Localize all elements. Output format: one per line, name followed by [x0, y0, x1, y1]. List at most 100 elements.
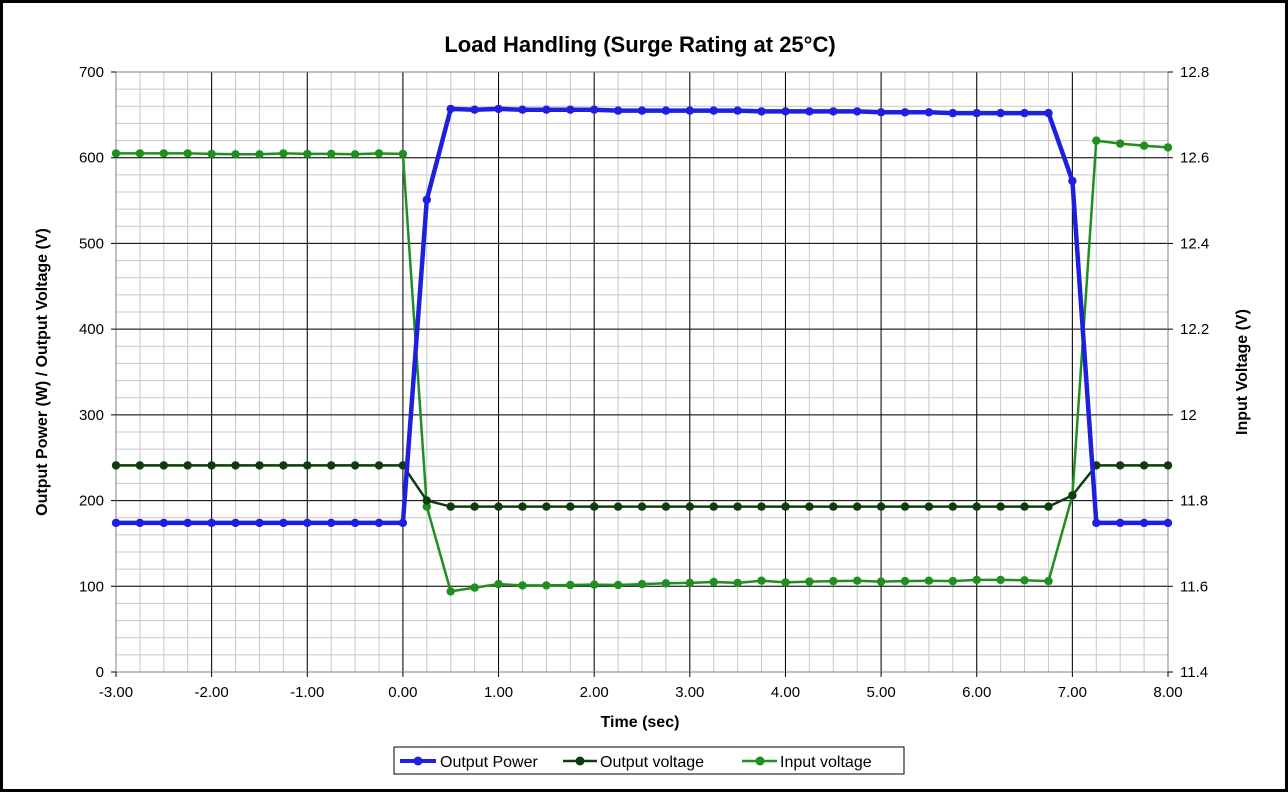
data-point [637, 502, 647, 511]
legend-label: Output Power [440, 754, 539, 771]
x-tick-label: 0.00 [388, 684, 417, 701]
data-point [135, 461, 145, 470]
x-tick-label: -2.00 [195, 684, 229, 701]
data-point [422, 195, 431, 204]
data-point [661, 106, 671, 115]
data-point [781, 502, 790, 511]
data-point [159, 518, 168, 528]
x-tick-label: 3.00 [675, 684, 704, 701]
data-point [709, 577, 718, 587]
data-point [446, 502, 455, 511]
data-point [876, 502, 886, 511]
data-point [183, 461, 192, 470]
data-point [590, 580, 599, 589]
data-point [900, 502, 910, 511]
right-y-axis-label: Input Voltage (V) [1234, 309, 1251, 435]
data-point [350, 150, 360, 159]
right-y-tick-label: 12.2 [1180, 321, 1209, 338]
data-point [685, 502, 694, 511]
data-point [1044, 502, 1053, 511]
right-y-tick-label: 11.6 [1180, 578, 1208, 595]
data-point [446, 587, 455, 596]
data-point [566, 105, 575, 114]
data-point [900, 576, 910, 586]
data-point [829, 576, 838, 586]
data-point [207, 461, 216, 470]
data-point [327, 518, 336, 528]
data-point [1139, 141, 1149, 150]
right-y-tick-label: 11.8 [1180, 493, 1208, 510]
data-point [590, 502, 599, 511]
data-point [876, 108, 886, 117]
x-tick-label: 6.00 [962, 684, 991, 701]
data-point [590, 105, 599, 114]
data-point [470, 502, 479, 511]
data-point [303, 518, 312, 528]
data-point [781, 107, 790, 116]
x-tick-label: 5.00 [866, 684, 895, 701]
series-layer [111, 104, 1173, 596]
data-point [303, 461, 312, 470]
data-point [733, 502, 742, 511]
data-point [279, 461, 288, 470]
legend-item-output-power: Output Power [400, 754, 539, 771]
left-y-tick-label: 400 [79, 321, 104, 338]
data-point [853, 576, 862, 585]
left-y-tick-label: 0 [96, 664, 104, 681]
data-point [231, 461, 240, 470]
data-point [159, 149, 168, 158]
data-point [159, 461, 168, 470]
data-point [207, 518, 216, 528]
data-point [518, 581, 527, 590]
data-point [350, 461, 360, 470]
data-point [207, 149, 216, 159]
data-point [757, 576, 766, 585]
data-point [422, 496, 431, 505]
data-point [924, 502, 934, 511]
data-point [1116, 139, 1125, 148]
legend-box [393, 746, 905, 775]
data-point [996, 575, 1005, 585]
data-point [231, 150, 240, 159]
x-tick-label: -3.00 [99, 684, 133, 701]
data-point [685, 578, 694, 588]
data-point [231, 518, 240, 528]
data-point [805, 107, 814, 116]
data-point [948, 502, 957, 511]
data-point [518, 502, 527, 511]
data-point [757, 107, 766, 116]
data-point [1044, 576, 1053, 586]
data-point [661, 502, 671, 511]
data-point [398, 518, 408, 528]
data-point [111, 149, 121, 158]
legend-label: Input voltage [780, 754, 872, 771]
data-point [255, 461, 264, 470]
data-point [613, 502, 623, 511]
data-point [876, 577, 886, 586]
data-point [398, 149, 408, 159]
data-point [661, 579, 671, 588]
data-point [1092, 518, 1101, 528]
data-point [924, 108, 934, 117]
data-point [111, 518, 121, 528]
right-y-axis-ticks: 11.4 11.6 11.8 12 12.2 12.4 12.6 12.8 [1168, 64, 1209, 681]
data-point [255, 150, 264, 159]
series-input-voltage [111, 136, 1173, 596]
legend-swatch-marker [575, 756, 585, 766]
data-point [374, 518, 384, 528]
left-y-tick-label: 600 [79, 150, 104, 167]
legend: Output Power Output voltage Input voltag… [393, 746, 905, 775]
data-point [1163, 143, 1173, 152]
data-point [1020, 108, 1029, 118]
data-point [757, 502, 766, 511]
data-point [350, 518, 360, 528]
data-point [829, 107, 838, 116]
left-y-axis-label: Output Power (W) / Output Voltage (V) [34, 228, 51, 516]
data-point [374, 149, 384, 158]
data-point [374, 461, 384, 470]
data-point [1020, 502, 1029, 511]
data-point [494, 579, 503, 589]
data-point [494, 104, 503, 114]
